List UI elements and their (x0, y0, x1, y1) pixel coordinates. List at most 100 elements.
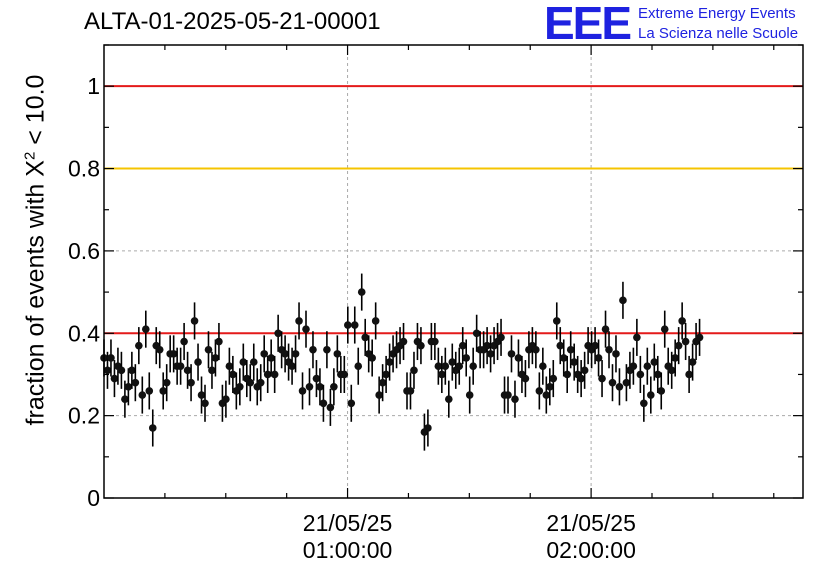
x-tick-label: 21/05/25 (546, 510, 636, 536)
data-point (497, 333, 505, 342)
data-point (295, 317, 303, 325)
data-point (302, 325, 310, 333)
y-tick-label: 1 (87, 73, 100, 99)
data-point (563, 370, 572, 379)
data-point (511, 395, 519, 403)
data-point (633, 333, 641, 342)
data-point (601, 325, 610, 333)
data-point (270, 370, 279, 379)
data-point (288, 362, 296, 371)
data-point (653, 370, 662, 379)
data-point (197, 391, 206, 399)
data-point (215, 337, 223, 346)
data-point (249, 358, 258, 366)
y-tick-label: 0.4 (68, 320, 100, 346)
data-point (110, 374, 119, 383)
data-point (455, 362, 464, 371)
y-tick-label: 0.6 (68, 238, 100, 264)
data-point (371, 317, 380, 325)
data-point (107, 354, 115, 362)
data-point (647, 391, 655, 399)
data-point (598, 374, 606, 383)
y-tick-label: 0.2 (68, 403, 100, 429)
data-point (660, 325, 669, 333)
data-point (176, 362, 185, 371)
data-point (643, 362, 652, 371)
data-point (148, 424, 157, 432)
x-tick-label: 02:00:00 (546, 537, 636, 563)
data-point (674, 341, 683, 350)
y-tick-label: 0.8 (68, 156, 100, 182)
data-point (162, 378, 171, 387)
data-point (552, 317, 561, 325)
data-point (159, 387, 168, 395)
data-point (263, 370, 272, 379)
data-point (619, 296, 627, 305)
data-point (636, 370, 645, 379)
data-point (135, 341, 143, 350)
data-point (622, 378, 631, 387)
data-point (169, 350, 178, 358)
x-tick-label: 01:00:00 (303, 537, 393, 563)
axis-ticks (104, 44, 803, 499)
data-point (291, 350, 300, 358)
data-point (504, 391, 512, 399)
data-point (138, 391, 147, 399)
data-point (424, 424, 432, 432)
data-points (100, 273, 704, 451)
data-point (469, 362, 477, 371)
data-point (559, 354, 568, 362)
data-point (354, 362, 363, 371)
data-point (340, 370, 349, 379)
data-point (431, 337, 439, 346)
data-point (685, 370, 693, 379)
data-point (417, 341, 425, 350)
data-point (281, 350, 289, 358)
data-point (483, 341, 491, 350)
data-point (532, 345, 540, 354)
data-point (695, 333, 704, 342)
data-point (678, 317, 686, 325)
data-point (465, 391, 474, 399)
data-point (385, 358, 394, 366)
data-point (145, 387, 154, 395)
data-point (274, 329, 282, 338)
data-point (229, 370, 237, 379)
data-point (323, 345, 331, 354)
data-point (141, 325, 150, 333)
y-tick-labels: 0 0.2 0.4 0.6 0.8 1 (68, 73, 100, 511)
data-point (591, 341, 599, 350)
logo-line-1: Extreme Energy Events (638, 5, 796, 22)
data-point (629, 362, 638, 371)
data-point (667, 366, 676, 375)
data-point (570, 358, 578, 366)
data-point (298, 387, 307, 395)
data-point (319, 399, 328, 408)
data-point (208, 366, 216, 375)
data-point (441, 362, 450, 371)
data-point (577, 374, 585, 383)
data-point (361, 333, 370, 342)
data-point (267, 354, 275, 362)
plot-frame (103, 44, 804, 499)
logo-line-2: La Scienza nelle Scuole (638, 25, 799, 42)
y-tick-label: 0 (87, 485, 100, 511)
data-point (539, 362, 547, 371)
data-point (239, 358, 248, 366)
data-point (326, 403, 335, 412)
data-point (566, 345, 575, 354)
data-point (350, 321, 359, 329)
data-point (615, 383, 624, 391)
chart-title: ALTA-01-2025-05-21-00001 (84, 8, 381, 35)
data-point (546, 383, 554, 391)
data-point (549, 374, 558, 383)
data-point (382, 370, 390, 379)
data-point (580, 366, 589, 375)
data-point (316, 383, 324, 391)
data-point (399, 337, 408, 346)
data-point (333, 350, 342, 358)
data-point (103, 366, 112, 375)
data-point (542, 391, 551, 399)
